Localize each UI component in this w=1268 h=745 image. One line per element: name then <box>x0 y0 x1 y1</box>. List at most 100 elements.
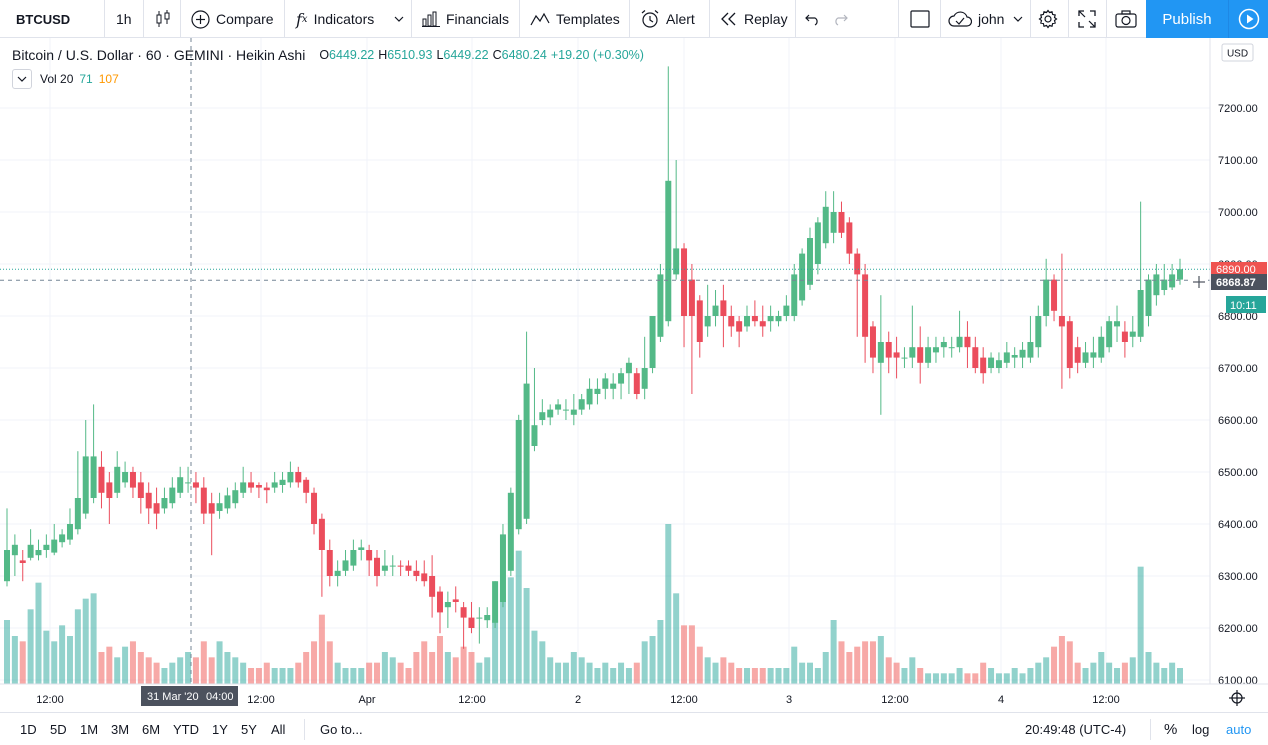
volume-ma-value: 107 <box>98 72 119 86</box>
range-button-1d[interactable]: 1D <box>20 713 37 745</box>
volume-bar <box>602 662 609 684</box>
add-alert-plus-button[interactable] <box>1190 274 1208 290</box>
chevron-down-icon <box>17 76 27 82</box>
range-button-ytd[interactable]: YTD <box>173 713 199 745</box>
range-label: 3M <box>111 722 130 737</box>
volume-bar <box>539 641 546 684</box>
volume-bar <box>248 668 255 684</box>
candle-body <box>397 565 404 567</box>
volume-bar <box>405 668 412 684</box>
legend-collapse-button[interactable] <box>12 69 32 89</box>
alert-button[interactable]: Alert <box>640 0 695 38</box>
time-tick-label: 12:00 <box>36 694 64 706</box>
range-button-6m[interactable]: 6M <box>142 713 160 745</box>
redo-button[interactable] <box>832 0 848 38</box>
templates-button[interactable]: Templates <box>530 0 620 38</box>
compare-button[interactable]: Compare <box>191 0 274 38</box>
candle-body <box>665 180 672 322</box>
interval-button[interactable]: 1h <box>116 0 132 38</box>
undo-button[interactable] <box>805 0 821 38</box>
range-button-1y[interactable]: 1Y <box>212 713 228 745</box>
indicators-menu-button[interactable] <box>394 0 404 38</box>
volume-bar <box>744 668 751 684</box>
auto-scale-toggle[interactable]: auto <box>1226 713 1251 745</box>
candle-body <box>862 274 869 337</box>
square-layout-icon <box>910 10 930 28</box>
crosshair-time-badge <box>141 686 238 706</box>
series-legend[interactable]: Bitcoin / U.S. Dollar · 60 · GEMINI · He… <box>12 47 644 63</box>
range-button-all[interactable]: All <box>271 713 285 745</box>
settings-button[interactable] <box>1038 0 1058 38</box>
volume-bar <box>846 652 853 684</box>
chart-type-button[interactable] <box>155 0 171 38</box>
candle-body <box>1019 349 1026 358</box>
candle-body <box>444 602 451 608</box>
save-menu-button[interactable] <box>1013 0 1023 38</box>
range-button-3m[interactable]: 3M <box>111 713 129 745</box>
snapshot-button[interactable] <box>1115 0 1137 38</box>
volume-legend[interactable]: Vol 20 71 107 <box>12 69 119 89</box>
layout-button[interactable] <box>910 0 930 38</box>
volume-bar <box>523 588 530 684</box>
volume-bar <box>192 657 199 684</box>
candle-body <box>334 570 341 576</box>
volume-bar <box>688 625 695 684</box>
candle-body <box>374 557 381 576</box>
camera-icon <box>1115 10 1137 28</box>
volume-bar <box>421 641 428 684</box>
range-button-5y[interactable]: 5Y <box>241 713 257 745</box>
volume-bar <box>704 657 711 684</box>
publish-button[interactable]: Publish <box>1146 0 1228 38</box>
symbol-description: Bitcoin / U.S. Dollar · 60 · GEMINI · He… <box>12 47 306 63</box>
candle-body <box>129 472 136 488</box>
candle-body <box>736 321 743 332</box>
volume-bar <box>43 630 50 684</box>
currency-badge[interactable] <box>1221 43 1254 62</box>
percent-scale-toggle[interactable]: % <box>1164 713 1177 745</box>
price-axis[interactable]: 7200.007100.007000.006900.006800.006700.… <box>1190 38 1268 687</box>
candle-body <box>751 316 758 322</box>
fullscreen-button[interactable] <box>1077 0 1097 38</box>
log-scale-toggle[interactable]: log <box>1192 713 1209 745</box>
symbol-search-button[interactable]: BTCUSD <box>16 0 70 38</box>
time-axis[interactable]: 12:00 12:00 Apr 12:00 2 12:00 3 12:00 4 12:00 31 … <box>0 683 1268 712</box>
crosshair-time-label: 04:00 <box>206 691 234 703</box>
undo-icon <box>805 12 821 26</box>
candle-body <box>531 425 538 446</box>
candle-body <box>43 544 50 550</box>
goto-label: Go to... <box>320 722 363 737</box>
range-label: 5Y <box>241 722 257 737</box>
volume-bar <box>791 646 798 684</box>
cloud-save-button[interactable]: john <box>948 0 1004 38</box>
price-chart[interactable]: 7200.007100.007000.006900.006800.006700.… <box>0 38 1268 712</box>
candle-body <box>11 544 18 556</box>
volume-bar <box>673 593 680 684</box>
replay-button[interactable]: Replay <box>720 0 788 38</box>
volume-bar <box>200 641 207 684</box>
volume-bar <box>728 662 735 684</box>
volume-bar <box>854 646 861 684</box>
financials-button[interactable]: Financials <box>422 0 509 38</box>
candle-body <box>248 482 255 488</box>
time-tick-label: Apr <box>358 694 375 706</box>
range-button-1m[interactable]: 1M <box>80 713 98 745</box>
volume-bar <box>484 657 491 684</box>
crosshair-price-badge <box>1211 274 1267 290</box>
volume-bar <box>82 598 89 684</box>
clock-timezone-button[interactable]: 20:49:48 (UTC-4) <box>1025 713 1126 745</box>
price-tick-label: 6700.00 <box>1218 363 1258 375</box>
candle-body <box>1137 290 1144 337</box>
chart-pane[interactable]: 7200.007100.007000.006900.006800.006700.… <box>0 38 1268 712</box>
candle-body <box>515 420 522 530</box>
low-key: L <box>436 48 444 62</box>
publish-label: Publish <box>1162 10 1212 28</box>
axis-settings-button[interactable] <box>1229 690 1245 706</box>
volume-bar <box>4 620 10 684</box>
volume-bar <box>767 668 774 684</box>
play-circle-icon <box>1238 8 1260 30</box>
publish-video-button[interactable] <box>1228 0 1268 38</box>
volume-bar <box>279 668 286 684</box>
goto-date-button[interactable]: Go to... <box>320 713 363 745</box>
range-button-5d[interactable]: 5D <box>50 713 67 745</box>
